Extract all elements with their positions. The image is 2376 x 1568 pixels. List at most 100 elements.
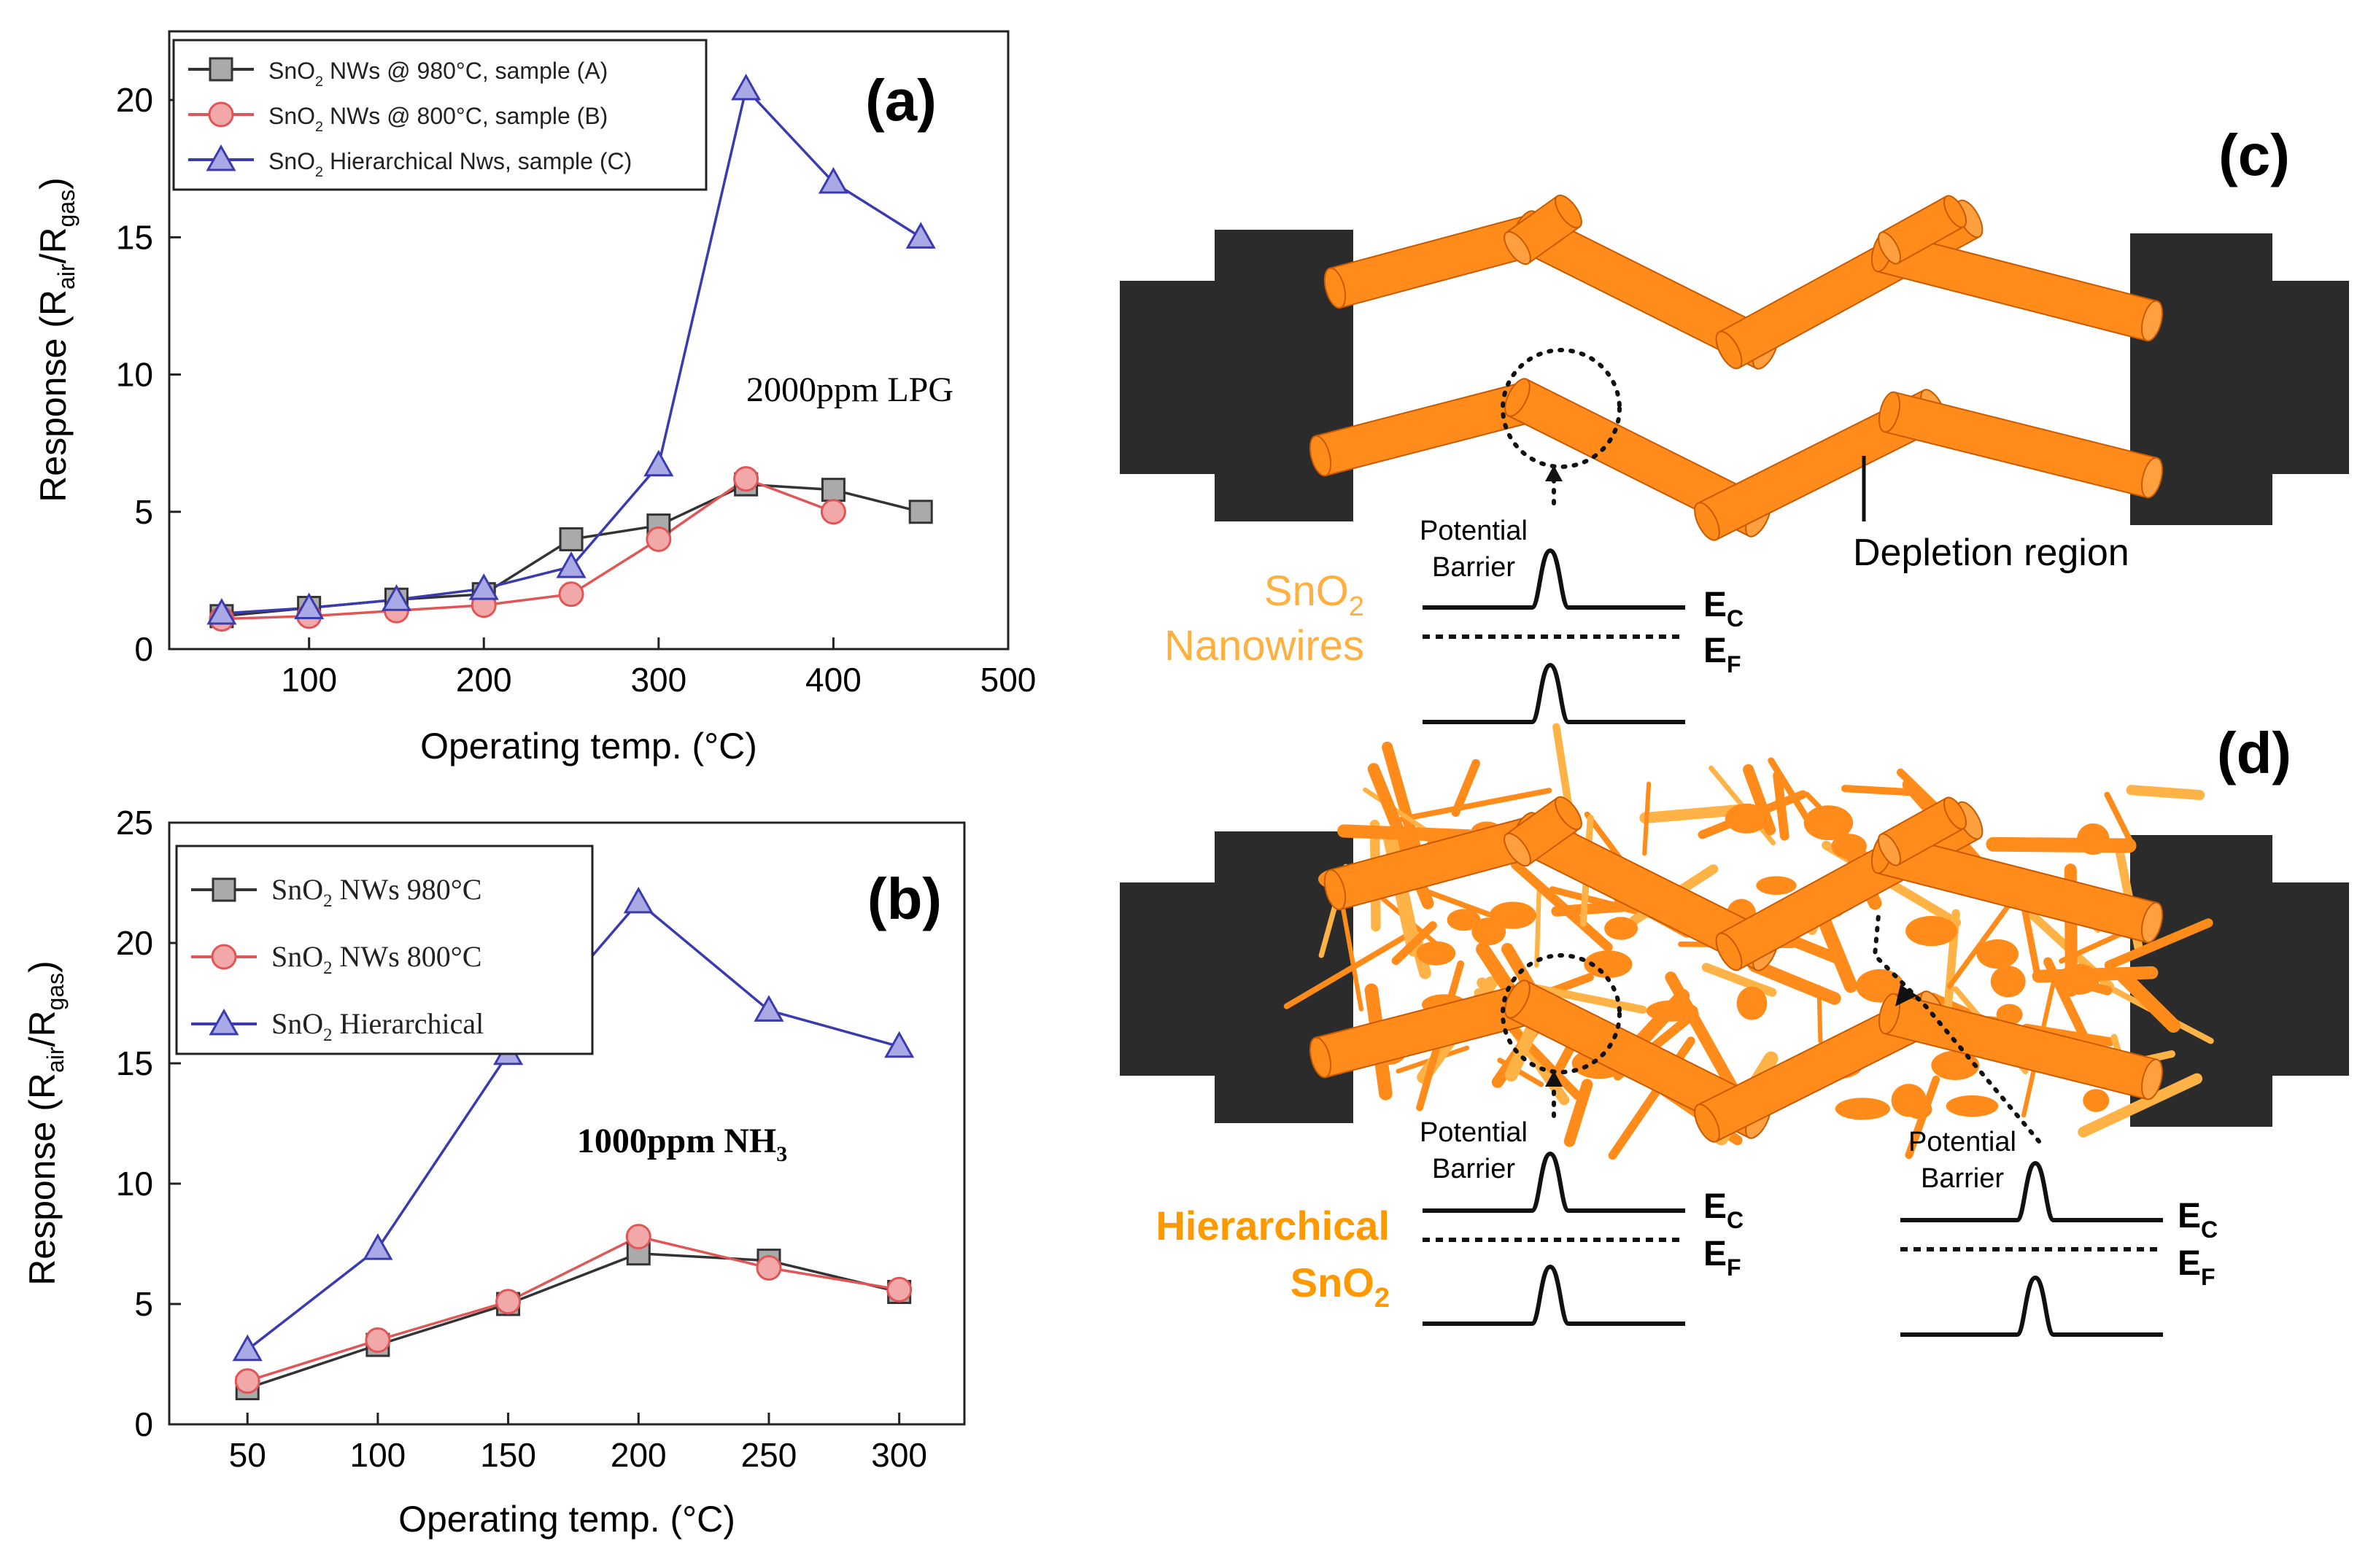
- potential-label-d2-1: Potential: [1908, 1127, 2016, 1157]
- data-point-triangle: [643, 449, 674, 477]
- x-tick-label: 300: [630, 661, 686, 699]
- x-tick-label: 400: [805, 661, 862, 699]
- barrier-arrow-d2: [1872, 913, 2041, 1144]
- x-tick-label: 150: [480, 1436, 536, 1474]
- nanobranch: [2116, 969, 2181, 1033]
- diagram-c: (c) Depletion region Potential Barrier E…: [1120, 123, 2349, 724]
- chart-b-panel-label-text: (b): [867, 866, 942, 931]
- x-tick-label: 200: [456, 661, 512, 699]
- ef-label-d2: EF: [2178, 1244, 2216, 1290]
- electrode-right-c: [2130, 233, 2349, 525]
- nanobranch: [1398, 788, 1552, 822]
- ec-label-c: EC: [1703, 586, 1744, 632]
- nanoparticle: [1604, 917, 1638, 940]
- nanoparticle: [2083, 1089, 2110, 1112]
- ef-label-c: EF: [1703, 632, 1741, 678]
- nanowire-end: [1943, 796, 1967, 830]
- nanobranch: [2104, 918, 2213, 970]
- nanobranch: [1816, 985, 1823, 1044]
- data-point-circle: [733, 466, 759, 492]
- nanoparticle: [1990, 966, 2026, 998]
- nanowire-end: [2141, 1058, 2163, 1101]
- data-point-triangle: [818, 166, 848, 194]
- series-line-circle: [247, 1235, 899, 1383]
- nanowire-end: [1323, 869, 1347, 911]
- nanoparticle: [1646, 1000, 1698, 1022]
- diagram-d-label: (d): [2217, 721, 2291, 785]
- chart-a-frame: [168, 30, 1010, 651]
- valence-band-d2: [1900, 1275, 2163, 1337]
- chart-a-legend-frame: [172, 39, 708, 191]
- data-point-circle: [558, 581, 584, 608]
- nanobranch: [1476, 942, 1516, 995]
- chart-b-frame: [168, 821, 966, 1426]
- diagram-d: (d) Potential Barrier EC EF Potential Ba…: [1120, 721, 2349, 1337]
- material-label-d-1: Hierarchical: [1156, 1203, 1390, 1249]
- ec-label-d1: EC: [1703, 1187, 1744, 1233]
- potential-label-d1-1: Potential: [1420, 1117, 1528, 1148]
- data-point-circle: [646, 526, 672, 552]
- data-point-triangle: [206, 598, 237, 625]
- chart-b-xlabel: Operating temp. (°C): [398, 1499, 735, 1540]
- nanowire-end: [1878, 993, 1900, 1035]
- nanobranch: [1283, 934, 1407, 1009]
- x-tick-label: 100: [350, 1436, 406, 1474]
- nanobranch: [1340, 904, 1364, 1012]
- nanobranch: [1642, 781, 1652, 856]
- legend-marker: [209, 57, 233, 82]
- legend-label: SnO2 Hierarchical: [271, 1007, 484, 1045]
- y-tick-label: 10: [116, 1165, 153, 1203]
- chart-a-panel-label-text: (a): [865, 68, 937, 133]
- data-point-circle: [234, 1368, 260, 1394]
- electrode-left-d: [1120, 831, 1353, 1123]
- legend-marker: [208, 101, 234, 128]
- y-tick-label: 15: [116, 1044, 153, 1082]
- potential-label-d2-2: Barrier: [1921, 1163, 2004, 1194]
- data-point-triangle: [232, 1334, 263, 1362]
- nanowire-end: [2140, 901, 2164, 944]
- data-point-triangle: [754, 995, 784, 1022]
- x-tick-label: 500: [980, 661, 1037, 699]
- junction-circle-d: [1501, 953, 1622, 1074]
- nanowire-end: [1555, 194, 1582, 229]
- data-point-triangle: [468, 573, 499, 600]
- y-tick-label: 20: [116, 81, 153, 119]
- legend-marker: [209, 1008, 239, 1036]
- legend-label: SnO2 Hierarchical Nws, sample (C): [268, 148, 632, 180]
- nanowire-end: [2140, 300, 2164, 342]
- nanobranch: [1534, 882, 1542, 968]
- nanobranch: [1773, 770, 1789, 841]
- nanowire-end: [1715, 330, 1743, 370]
- nanoparticle: [1736, 986, 1768, 1020]
- nanowire-network-c: [1309, 194, 2164, 541]
- arrowhead-c: [1545, 465, 1563, 481]
- nanoparticle: [2077, 823, 2110, 855]
- y-tick-label: 5: [134, 1285, 153, 1323]
- series-line-circle: [221, 477, 835, 621]
- nanowire-end: [1504, 378, 1531, 417]
- data-point-circle: [820, 499, 846, 525]
- series-line-square: [247, 1251, 900, 1390]
- potential-label-c-1: Potential: [1420, 516, 1528, 546]
- junction-circle-c: [1501, 348, 1622, 469]
- electrode-left-c: [1120, 230, 1353, 521]
- data-point-triangle: [623, 886, 654, 914]
- material-label-c-1: SnO2: [1264, 567, 1364, 622]
- nanobranch: [1411, 884, 1492, 917]
- nanowire-end: [1943, 195, 1967, 228]
- nanowire-end: [1323, 267, 1347, 309]
- material-label-d-2: SnO2: [1290, 1260, 1390, 1313]
- valence-band-c: [1423, 662, 1685, 724]
- nanobranch: [1382, 741, 1425, 866]
- ec-label-d2: EC: [2178, 1197, 2218, 1243]
- nanoparticle: [1584, 950, 1633, 979]
- nanoparticle: [1905, 915, 1958, 947]
- data-point-triangle: [731, 73, 762, 101]
- nanoparticle: [1976, 939, 2019, 969]
- nanobranch: [1363, 787, 1432, 835]
- nanobranch: [2078, 1073, 2203, 1138]
- nanoparticle: [1905, 1100, 1932, 1119]
- nanowire-end: [1878, 391, 1900, 433]
- valence-band-d1: [1423, 1264, 1685, 1326]
- data-point-triangle: [884, 1031, 915, 1058]
